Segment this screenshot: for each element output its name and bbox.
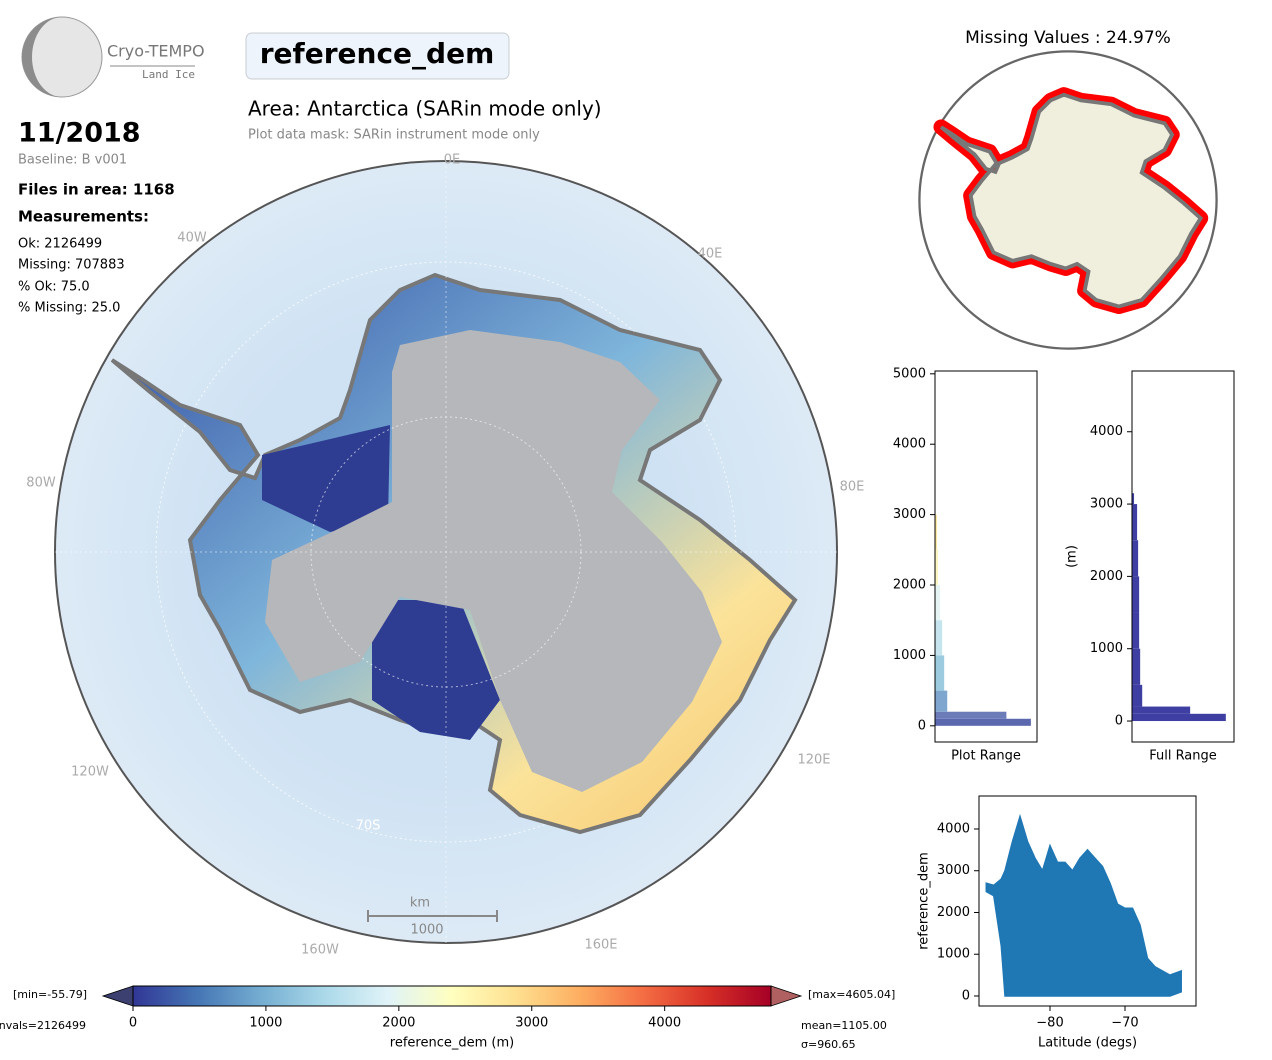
y-tick-label: 2000 (1090, 569, 1123, 584)
histogram-bar (1132, 648, 1141, 685)
stat-line: % Missing: 25.0 (18, 301, 120, 316)
lon-label: 160E (584, 938, 617, 953)
colorbar-tick-label: 0 (129, 1016, 137, 1031)
histogram-bar (935, 655, 945, 691)
files: Files in area: 1168 (18, 181, 175, 199)
histogram-bar (935, 690, 948, 712)
title: reference_dem (260, 37, 495, 70)
scatter-cloud (985, 813, 1182, 997)
y-axis-label: (m) (1065, 545, 1080, 568)
axes-frame (978, 795, 1197, 1007)
y-tick-label: 3000 (893, 507, 926, 522)
histogram-bar (935, 514, 938, 550)
lon-labels: 0E 40E 80E 120E 160E 160W 120W 80W 40W (26, 153, 864, 958)
axes-frame (1131, 370, 1235, 743)
y-tick-label: 4000 (893, 437, 926, 452)
scale-unit: km (410, 896, 430, 911)
y-tick-label: 0 (1115, 714, 1123, 729)
x-axis-label: Latitude (degs) (1038, 1036, 1137, 1051)
main-map (54, 160, 838, 944)
colorbar-tick-label: 3000 (515, 1016, 548, 1031)
y-axis-label: reference_dem (917, 852, 932, 950)
lat-label: 70S (356, 819, 381, 834)
lon-label: 40E (698, 247, 723, 262)
mask: Plot data mask: SARin instrument mode on… (248, 128, 540, 143)
histogram-bar (935, 711, 1007, 719)
histogram-bar (1132, 706, 1191, 714)
date: 11/2018 (18, 118, 141, 149)
lon-label: 80E (840, 480, 865, 495)
colorbar-frame (132, 985, 772, 1007)
scale-length: 1000 (410, 923, 443, 938)
y-tick-label: 4000 (1090, 424, 1123, 439)
logo-subtitle: Land Ice (142, 68, 195, 81)
colorbar-label: reference_dem (m) (390, 1036, 514, 1051)
lon-label: 120E (797, 753, 830, 768)
x-tick-label: −80 (1036, 1016, 1063, 1031)
area: Area: Antarctica (SARin mode only) (248, 97, 602, 121)
y-tick-label: 0 (962, 988, 970, 1003)
max-label: [max=4605.04] (808, 988, 895, 1001)
histogram-bar (1132, 576, 1140, 613)
x-tick-label: −70 (1111, 1016, 1138, 1031)
histogram-bar (1132, 504, 1138, 541)
histogram-bar (1132, 612, 1140, 649)
y-tick-label: 1000 (893, 648, 926, 663)
lon-label: 0E (444, 153, 461, 168)
x-axis-label: Plot Range (951, 749, 1021, 764)
colorbar-tick-label: 4000 (648, 1016, 681, 1031)
histogram-bar (935, 620, 943, 656)
measurements-title: Measurements: (18, 208, 149, 226)
y-tick-label: 2000 (893, 578, 926, 593)
histogram-bar (935, 585, 941, 621)
histogram-bar (1132, 713, 1226, 722)
baseline: Baseline: B v001 (18, 153, 127, 168)
charts: 0 1000 2000 3000 4000 5000 Plot Range 0 1000 2000… (0, 366, 1235, 1051)
lon-label: 160W (301, 943, 339, 958)
lon-label: 80W (26, 476, 56, 491)
lon-label: 120W (71, 765, 109, 780)
colorbar-under (101, 985, 134, 1007)
stat-line: Missing: 707883 (18, 258, 125, 273)
histogram-bar (935, 549, 939, 586)
y-tick-label: 2000 (937, 905, 970, 920)
lon-label: 40W (177, 231, 207, 246)
mean-label: mean=1105.00 (801, 1019, 887, 1032)
title-box (245, 32, 510, 80)
std-label: σ=960.65 (801, 1038, 856, 1051)
histogram-bar (1132, 684, 1143, 707)
y-tick-label: 5000 (893, 366, 926, 381)
histogram-bar (1132, 540, 1139, 577)
colorbar (133, 986, 771, 1006)
colorbar-tick-label: 1000 (249, 1016, 282, 1031)
colorbar-tick-label: 2000 (382, 1016, 415, 1031)
nvals-label: nvals=2126499 (0, 1019, 86, 1032)
missing-title: Missing Values : 24.97% (965, 28, 1171, 48)
logo: Cryo-TEMPO Land Ice (21, 16, 205, 98)
colorbar-over (770, 985, 803, 1007)
histogram-bar (1132, 493, 1135, 505)
x-axis-label: Full Range (1149, 749, 1217, 764)
y-tick-label: 0 (918, 718, 926, 733)
y-tick-label: 1000 (937, 947, 970, 962)
y-tick-label: 1000 (1090, 641, 1123, 656)
y-tick-label: 3000 (1090, 497, 1123, 512)
logo-title: Cryo-TEMPO (107, 42, 205, 61)
y-tick-label: 4000 (937, 821, 970, 836)
axes-frame (934, 370, 1038, 743)
y-tick-label: 3000 (937, 863, 970, 878)
stat-line: Ok: 2126499 (18, 237, 102, 252)
min-label: [min=-55.79] (13, 988, 87, 1001)
histogram-bar (935, 718, 1031, 726)
missing-map (918, 50, 1218, 350)
stat-line: % Ok: 75.0 (18, 280, 90, 295)
